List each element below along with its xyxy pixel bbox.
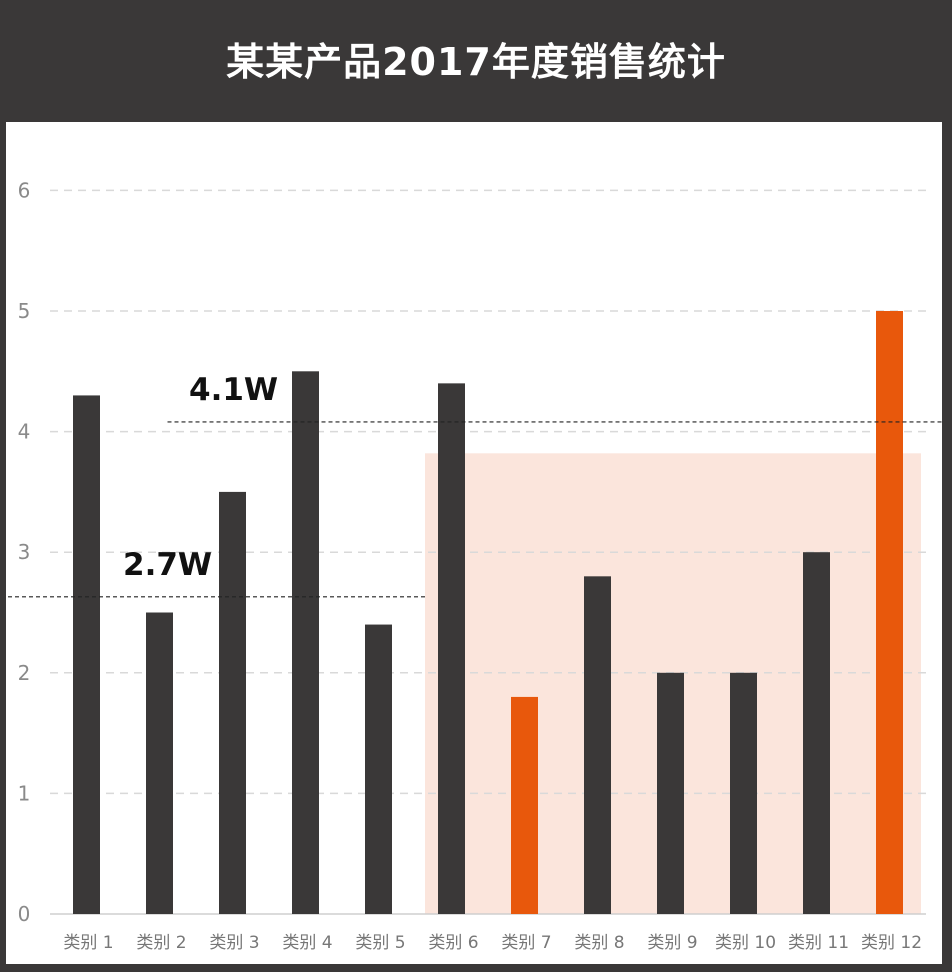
bar <box>292 371 319 914</box>
y-tick-label: 3 <box>18 540 31 564</box>
annotation-label: 4.1W <box>189 372 278 408</box>
x-tick-label: 类别 12 <box>861 933 922 953</box>
x-tick-label: 类别 9 <box>647 933 697 953</box>
bar <box>73 395 100 914</box>
x-tick-label: 类别 8 <box>574 933 624 953</box>
chart-title: 某某产品2017年度销售统计 <box>226 39 726 84</box>
x-tick-label: 类别 2 <box>136 933 186 953</box>
bar <box>803 552 830 914</box>
y-tick-label: 1 <box>18 781 31 805</box>
bar <box>365 624 392 914</box>
bar <box>146 612 173 914</box>
y-tick-label: 0 <box>18 902 31 926</box>
y-tick-label: 6 <box>18 178 31 202</box>
x-tick-label: 类别 4 <box>282 933 332 953</box>
x-tick-label: 类别 6 <box>428 933 478 953</box>
y-tick-label: 5 <box>18 299 31 323</box>
bar <box>876 311 903 914</box>
bar <box>438 383 465 914</box>
bar <box>511 696 538 914</box>
x-tick-label: 类别 10 <box>715 933 776 953</box>
y-tick-label: 2 <box>18 661 31 685</box>
x-tick-label: 类别 7 <box>501 933 551 953</box>
bar <box>219 491 246 914</box>
annotation-label: 2.7W <box>123 547 212 583</box>
bar <box>584 576 611 914</box>
bar <box>657 672 684 914</box>
x-tick-label: 类别 1 <box>63 933 113 953</box>
x-tick-label: 类别 5 <box>355 933 405 953</box>
title-bar: 某某产品2017年度销售统计 <box>0 0 952 116</box>
x-tick-label: 类别 3 <box>209 933 259 953</box>
bar <box>730 672 757 914</box>
x-tick-label: 类别 11 <box>788 933 849 953</box>
y-tick-label: 4 <box>18 420 31 444</box>
